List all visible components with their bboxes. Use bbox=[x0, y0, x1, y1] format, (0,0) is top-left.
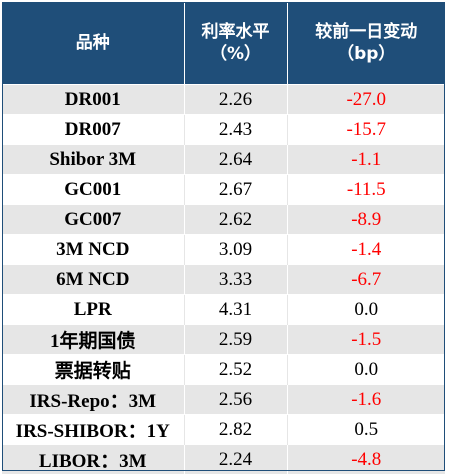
table-row: LPR 4.31 0.0 bbox=[2, 294, 445, 325]
row-rate: 4.31 bbox=[183, 294, 287, 325]
table-row: Shibor 3M 2.64 -1.1 bbox=[2, 144, 445, 175]
row-rate: 2.67 bbox=[183, 174, 287, 205]
table-row: GC001 2.67 -11.5 bbox=[2, 174, 445, 205]
row-variety: 1年期国债 bbox=[2, 324, 184, 355]
row-variety: Shibor 3M bbox=[2, 144, 184, 175]
table-header-row: 品种 利率水平 （%） 较前一日变动 （bp） bbox=[2, 2, 445, 85]
row-change: 0.0 bbox=[286, 294, 445, 325]
row-change: -1.6 bbox=[286, 384, 445, 415]
table-row: DR001 2.26 -27.0 bbox=[2, 84, 445, 115]
row-variety: 3M NCD bbox=[2, 234, 184, 265]
row-rate: 2.59 bbox=[183, 324, 287, 355]
row-change: -27.0 bbox=[286, 84, 445, 115]
row-variety: IRS-SHIBOR：1Y bbox=[2, 414, 184, 445]
row-variety: DR007 bbox=[2, 114, 184, 145]
row-variety: LPR bbox=[2, 294, 184, 325]
table-row: GC007 2.62 -8.9 bbox=[2, 204, 445, 235]
row-change: -4.8 bbox=[286, 444, 445, 474]
row-rate: 2.52 bbox=[183, 354, 287, 385]
row-change: -1.1 bbox=[286, 144, 445, 175]
row-variety: GC007 bbox=[2, 204, 184, 235]
header-rate-level-unit: （%） bbox=[209, 44, 262, 64]
row-rate: 2.43 bbox=[183, 114, 287, 145]
row-rate: 2.56 bbox=[183, 384, 287, 415]
row-rate: 2.26 bbox=[183, 84, 287, 115]
row-rate: 2.64 bbox=[183, 144, 287, 175]
table-row: DR007 2.43 -15.7 bbox=[2, 114, 445, 145]
table-row: 1年期国债 2.59 -1.5 bbox=[2, 324, 445, 355]
row-change: -8.9 bbox=[286, 204, 445, 235]
header-daily-change-unit: （bp） bbox=[337, 44, 396, 64]
table-body: DR001 2.26 -27.0 DR007 2.43 -15.7 Shibor 3M 2.6… bbox=[2, 84, 445, 474]
table-row: IRS-Repo：3M 2.56 -1.6 bbox=[2, 384, 445, 415]
row-change: -1.4 bbox=[286, 234, 445, 265]
row-variety: IRS-Repo：3M bbox=[2, 384, 184, 415]
row-variety: LIBOR：3M bbox=[2, 444, 184, 474]
header-daily-change: 较前一日变动 （bp） bbox=[286, 2, 445, 85]
row-rate: 3.09 bbox=[183, 234, 287, 265]
row-rate: 2.62 bbox=[183, 204, 287, 235]
table-row: IRS-SHIBOR：1Y 2.82 0.5 bbox=[2, 414, 445, 445]
row-change: -6.7 bbox=[286, 264, 445, 295]
row-variety: GC001 bbox=[2, 174, 184, 205]
row-rate: 2.24 bbox=[183, 444, 287, 474]
table-row: 3M NCD 3.09 -1.4 bbox=[2, 234, 445, 265]
row-variety: 票据转贴 bbox=[2, 354, 184, 385]
header-daily-change-label: 较前一日变动 bbox=[315, 22, 418, 42]
header-variety-label: 品种 bbox=[75, 33, 110, 53]
row-change: -15.7 bbox=[286, 114, 445, 145]
table-row: LIBOR：3M 2.24 -4.8 bbox=[2, 444, 445, 474]
row-rate: 2.82 bbox=[183, 414, 287, 445]
table-row: 6M NCD 3.33 -6.7 bbox=[2, 264, 445, 295]
row-variety: 6M NCD bbox=[2, 264, 184, 295]
header-variety: 品种 bbox=[2, 2, 184, 85]
row-change: 0.5 bbox=[286, 414, 445, 445]
row-rate: 3.33 bbox=[183, 264, 287, 295]
header-rate-level: 利率水平 （%） bbox=[183, 2, 287, 85]
row-change: -11.5 bbox=[286, 174, 445, 205]
header-rate-level-label: 利率水平 bbox=[201, 22, 270, 42]
row-variety: DR001 bbox=[2, 84, 184, 115]
row-change: 0.0 bbox=[286, 354, 445, 385]
table-row: 票据转贴 2.52 0.0 bbox=[2, 354, 445, 385]
row-change: -1.5 bbox=[286, 324, 445, 355]
